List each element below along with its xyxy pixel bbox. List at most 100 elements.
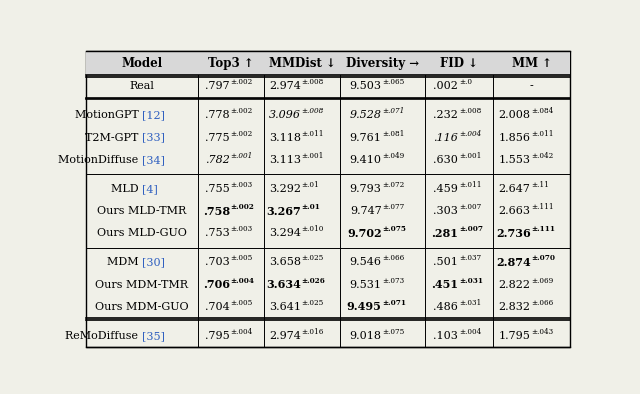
Text: 9.747: 9.747	[350, 206, 381, 216]
Text: ±.011: ±.011	[459, 181, 481, 189]
Text: ±.073: ±.073	[382, 277, 404, 284]
Text: ±.037: ±.037	[459, 254, 481, 262]
Text: ±.002: ±.002	[230, 203, 255, 211]
Text: ±.011: ±.011	[531, 130, 554, 138]
Text: ±.072: ±.072	[382, 181, 404, 189]
Text: ±.016: ±.016	[301, 328, 324, 336]
Text: ±.003: ±.003	[230, 181, 253, 189]
Text: .795: .795	[205, 331, 230, 341]
Text: MLD: MLD	[111, 184, 142, 194]
Text: Ours MDM-TMR: Ours MDM-TMR	[95, 280, 188, 290]
Text: MM ↑: MM ↑	[511, 57, 552, 70]
Text: ±.007: ±.007	[459, 225, 483, 233]
Text: ±.003: ±.003	[230, 225, 253, 233]
Text: 3.634: 3.634	[266, 279, 301, 290]
Text: [35]: [35]	[142, 331, 165, 341]
Text: ±.002: ±.002	[230, 130, 253, 138]
Text: 2.974: 2.974	[269, 82, 301, 91]
Text: ±.002: ±.002	[230, 78, 253, 86]
Text: .459: .459	[433, 184, 458, 194]
Text: ±.004: ±.004	[230, 277, 255, 284]
Text: ±.004: ±.004	[459, 130, 481, 138]
Text: ±.005: ±.005	[230, 254, 253, 262]
Text: ±.077: ±.077	[382, 203, 404, 211]
Text: 3.658: 3.658	[269, 257, 301, 267]
Text: 1.856: 1.856	[499, 132, 531, 143]
Text: .501: .501	[433, 257, 458, 267]
Text: .706: .706	[203, 279, 230, 290]
Text: .704: .704	[205, 302, 230, 312]
Text: MDM: MDM	[107, 257, 142, 267]
Text: .797: .797	[205, 82, 230, 91]
Text: Model: Model	[122, 57, 163, 70]
Text: ±.065: ±.065	[382, 78, 404, 86]
Text: ±.004: ±.004	[230, 328, 253, 336]
Text: 9.410: 9.410	[349, 155, 381, 165]
Text: ±.008: ±.008	[459, 107, 481, 115]
Text: 9.528: 9.528	[349, 110, 381, 120]
Text: .755: .755	[205, 184, 230, 194]
Text: 9.702: 9.702	[347, 228, 381, 239]
Bar	[86, 51, 570, 75]
Text: [12]: [12]	[142, 110, 165, 120]
Text: ±.01: ±.01	[301, 203, 321, 211]
Text: ±.011: ±.011	[301, 130, 324, 138]
Text: .103: .103	[433, 331, 458, 341]
Text: ±.111: ±.111	[531, 203, 554, 211]
Text: [30]: [30]	[142, 257, 165, 267]
Text: 2.663: 2.663	[499, 206, 531, 216]
Text: 2.874: 2.874	[496, 257, 531, 268]
Text: 9.018: 9.018	[349, 331, 381, 341]
Text: 2.974: 2.974	[269, 331, 301, 341]
Text: ±.025: ±.025	[301, 254, 324, 262]
Text: MotionGPT: MotionGPT	[75, 110, 142, 120]
Text: ±.002: ±.002	[230, 107, 253, 115]
Text: ±.004: ±.004	[459, 328, 481, 336]
Text: ±.001: ±.001	[459, 152, 481, 160]
Text: 1.553: 1.553	[499, 155, 531, 165]
Text: .782: .782	[205, 155, 230, 165]
Text: ±.11: ±.11	[531, 181, 549, 189]
Text: .303: .303	[433, 206, 458, 216]
Text: ±.111: ±.111	[531, 225, 555, 233]
Text: ±.001: ±.001	[230, 152, 253, 160]
Text: ±.049: ±.049	[382, 152, 404, 160]
Text: 3.641: 3.641	[269, 302, 301, 312]
Text: 2.736: 2.736	[496, 228, 531, 239]
Text: 3.113: 3.113	[269, 155, 301, 165]
Text: ±.081: ±.081	[382, 130, 404, 138]
Text: MMDist ↓: MMDist ↓	[269, 57, 335, 70]
Text: .630: .630	[433, 155, 458, 165]
Text: 3.118: 3.118	[269, 132, 301, 143]
Text: ±.026: ±.026	[301, 277, 325, 284]
Text: .281: .281	[431, 228, 458, 239]
Text: [4]: [4]	[142, 184, 157, 194]
Text: .758: .758	[203, 206, 230, 217]
Text: MotionDiffuse: MotionDiffuse	[58, 155, 142, 165]
Text: 9.531: 9.531	[349, 280, 381, 290]
Text: ±.008: ±.008	[301, 107, 324, 115]
Text: ±.084: ±.084	[531, 107, 554, 115]
Text: ±.031: ±.031	[459, 299, 481, 307]
Text: 1.795: 1.795	[499, 331, 531, 341]
Text: 3.292: 3.292	[269, 184, 301, 194]
Text: ±.066: ±.066	[531, 299, 554, 307]
Text: .232: .232	[433, 110, 458, 120]
Text: 3.267: 3.267	[266, 206, 301, 217]
Text: ±.075: ±.075	[382, 225, 406, 233]
Text: ±.071: ±.071	[382, 299, 406, 307]
Text: Ours MLD-TMR: Ours MLD-TMR	[97, 206, 186, 216]
Text: ±.005: ±.005	[230, 299, 253, 307]
Text: [34]: [34]	[142, 155, 165, 165]
Text: ±.069: ±.069	[531, 277, 554, 284]
Text: 9.495: 9.495	[347, 301, 381, 312]
Text: Real: Real	[129, 82, 154, 91]
Text: T2M-GPT: T2M-GPT	[85, 132, 142, 143]
Text: .116: .116	[433, 132, 458, 143]
Text: ±.043: ±.043	[531, 328, 553, 336]
Text: 3.096: 3.096	[269, 110, 301, 120]
Text: 9.546: 9.546	[349, 257, 381, 267]
Text: Diversity →: Diversity →	[346, 57, 419, 70]
Text: .775: .775	[205, 132, 230, 143]
Text: .486: .486	[433, 302, 458, 312]
